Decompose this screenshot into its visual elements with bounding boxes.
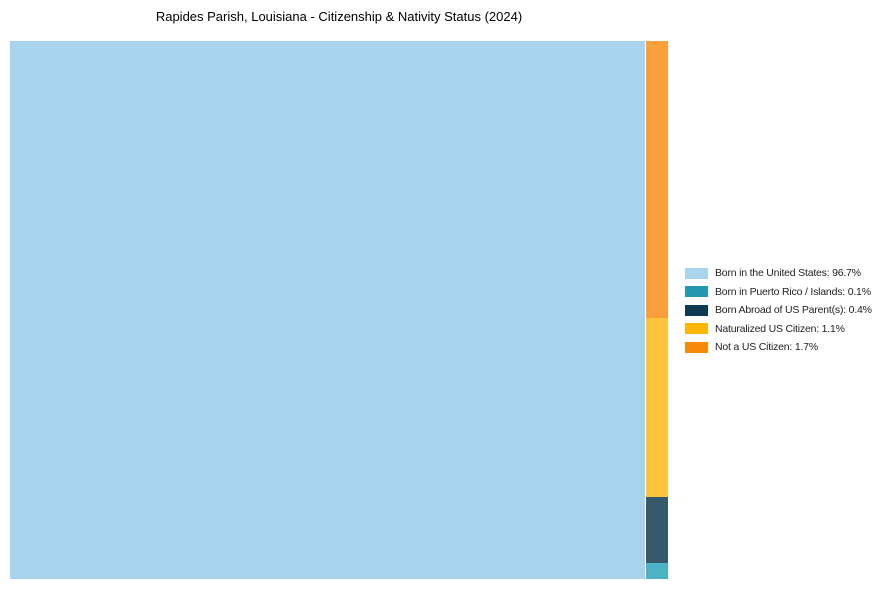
treemap-rect-not-a-us-citizen[interactable] xyxy=(646,41,668,319)
legend-label-naturalized-us-citizen: Naturalized US Citizen: 1.1% xyxy=(715,322,845,335)
chart-title: Rapides Parish, Louisiana - Citizenship … xyxy=(155,9,523,24)
treemap-rect-born-abroad-us-parents[interactable] xyxy=(646,497,668,563)
legend-swatch-born-in-us xyxy=(685,267,708,279)
legend-item-born-puerto-rico-islands[interactable]: Born in Puerto Rico / Islands: 0.1% xyxy=(685,283,872,302)
legend-item-naturalized-us-citizen[interactable]: Naturalized US Citizen: 1.1% xyxy=(685,320,872,339)
treemap-column xyxy=(646,41,668,579)
legend-swatch-born-puerto-rico-islands xyxy=(685,286,708,298)
legend-swatch-born-abroad-us-parents xyxy=(685,304,708,316)
legend-item-born-in-us[interactable]: Born in the United States: 96.7% xyxy=(685,264,872,283)
legend-label-not-a-us-citizen: Not a US Citizen: 1.7% xyxy=(715,341,818,354)
treemap-rect-born-puerto-rico-islands[interactable] xyxy=(646,562,668,579)
treemap-rect-born-in-us[interactable] xyxy=(10,41,646,579)
legend-label-born-in-us: Born in the United States: 96.7% xyxy=(715,267,861,280)
legend-swatch-not-a-us-citizen xyxy=(685,341,708,353)
legend-item-not-a-us-citizen[interactable]: Not a US Citizen: 1.7% xyxy=(685,338,872,357)
legend-label-born-puerto-rico-islands: Born in Puerto Rico / Islands: 0.1% xyxy=(715,285,871,298)
treemap-rect-naturalized-us-citizen[interactable] xyxy=(646,318,668,498)
legend: Born in the United States: 96.7% Born in … xyxy=(685,264,872,357)
treemap-plot xyxy=(10,41,668,579)
legend-swatch-naturalized-us-citizen xyxy=(685,323,708,335)
legend-item-born-abroad-us-parents[interactable]: Born Abroad of US Parent(s): 0.4% xyxy=(685,301,872,320)
legend-label-born-abroad-us-parents: Born Abroad of US Parent(s): 0.4% xyxy=(715,304,872,317)
